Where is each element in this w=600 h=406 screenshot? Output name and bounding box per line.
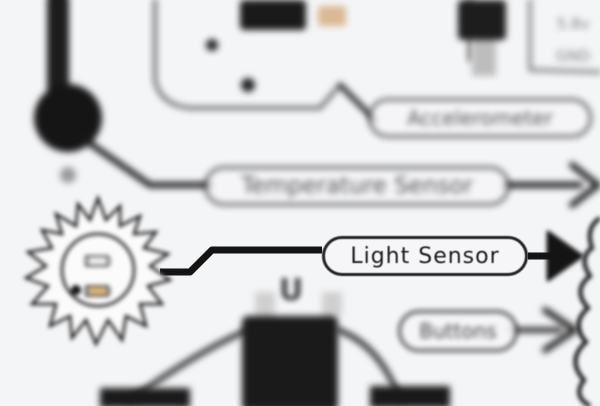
- side-text-voltage: 5.8v: [556, 15, 590, 33]
- side-text-gnd: GND: [555, 47, 591, 65]
- arrow-right-icon: [548, 232, 582, 280]
- buttons-label: Buttons: [398, 310, 518, 352]
- temperature-sensor-label: Temperature Sensor: [204, 166, 510, 206]
- light-sensor-chip-icon: [84, 255, 111, 297]
- accelerometer-label: Accelerometer: [368, 98, 592, 138]
- light-sensor-label: Light Sensor: [322, 236, 528, 276]
- u-mark-label: U: [278, 272, 304, 308]
